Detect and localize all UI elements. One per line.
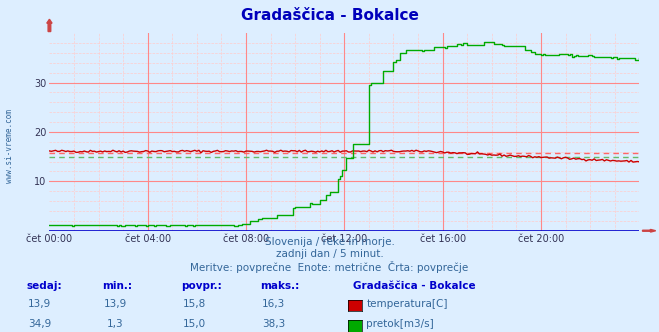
Text: www.si-vreme.com: www.si-vreme.com [5,109,14,183]
Text: povpr.:: povpr.: [181,281,222,290]
Text: pretok[m3/s]: pretok[m3/s] [366,319,434,329]
Text: min.:: min.: [102,281,132,290]
Text: 1,3: 1,3 [107,319,124,329]
Text: 13,9: 13,9 [103,299,127,309]
Text: 15,0: 15,0 [183,319,206,329]
Text: zadnji dan / 5 minut.: zadnji dan / 5 minut. [275,249,384,259]
Text: 34,9: 34,9 [28,319,51,329]
Text: Slovenija / reke in morje.: Slovenija / reke in morje. [264,237,395,247]
Text: 15,8: 15,8 [183,299,206,309]
Text: maks.:: maks.: [260,281,300,290]
Text: 13,9: 13,9 [28,299,51,309]
Text: Gradaščica - Bokalce: Gradaščica - Bokalce [353,281,475,290]
Text: Meritve: povprečne  Enote: metrične  Črta: povprečje: Meritve: povprečne Enote: metrične Črta:… [190,261,469,273]
Text: temperatura[C]: temperatura[C] [366,299,448,309]
Text: sedaj:: sedaj: [26,281,62,290]
Text: 16,3: 16,3 [262,299,285,309]
Text: 38,3: 38,3 [262,319,285,329]
Text: Gradaščica - Bokalce: Gradaščica - Bokalce [241,8,418,23]
